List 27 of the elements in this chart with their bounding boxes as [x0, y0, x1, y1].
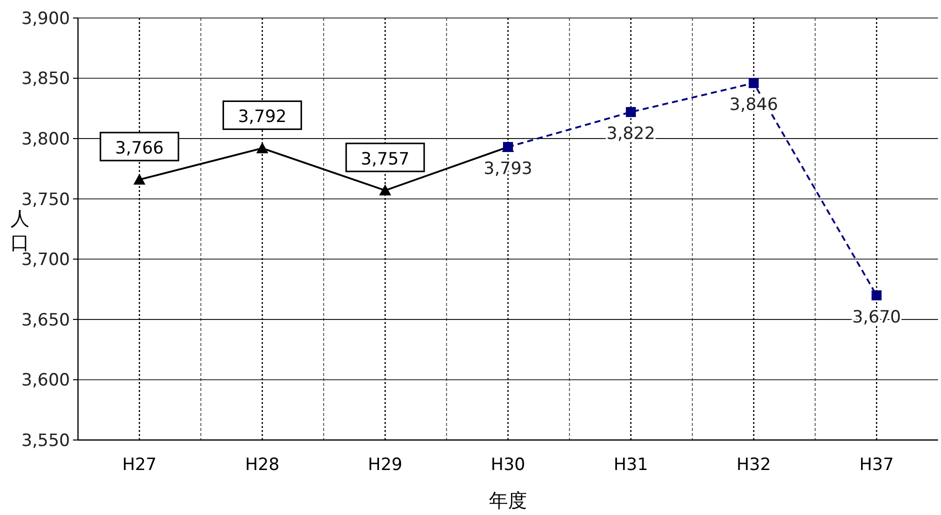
x-tick-label: H37: [859, 455, 894, 475]
y-tick-label: 3,550: [21, 430, 70, 451]
data-label: 3,846: [729, 95, 778, 116]
y-tick-label: 3,700: [21, 250, 70, 270]
x-axis-title: 年度: [489, 490, 527, 512]
x-tick-label: H30: [490, 455, 526, 475]
data-label: 3,766: [115, 138, 164, 159]
point: [379, 184, 392, 196]
y-tick-label: 3,600: [21, 370, 70, 391]
x-tick-label: H28: [245, 455, 280, 475]
data-label: 3,757: [360, 149, 410, 170]
point: [748, 78, 759, 88]
data-label: 3,793: [484, 159, 532, 180]
y-tick-label: 3,650: [21, 310, 70, 330]
x-tick-label: H27: [122, 455, 157, 475]
point: [256, 142, 268, 154]
data-label: 3,792: [238, 107, 287, 128]
x-tick-label: H29: [368, 455, 402, 475]
y-tick-label: 3,750: [21, 190, 70, 210]
y-tick-label: 3,850: [21, 69, 70, 90]
point: [872, 290, 882, 300]
point: [626, 107, 636, 118]
point: [133, 174, 146, 185]
y-tick-label: 3,800: [21, 130, 70, 150]
x-tick-label: H31: [614, 455, 648, 475]
x-tick-label: H32: [736, 455, 771, 475]
y-tick-label: 3,900: [21, 8, 70, 29]
